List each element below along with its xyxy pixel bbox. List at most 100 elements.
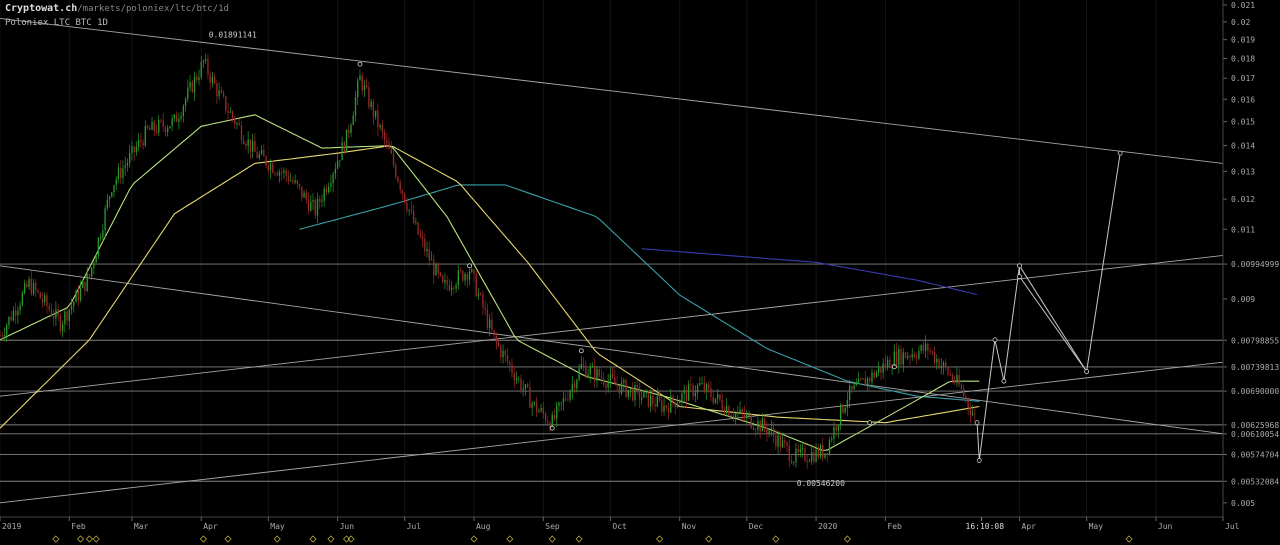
candle-body [927, 343, 929, 351]
event-marker [575, 535, 583, 543]
candle-body [869, 378, 871, 382]
brand-name[interactable]: Cryptowat.ch [5, 3, 78, 14]
candle-body [656, 396, 659, 407]
candle-body [902, 352, 904, 365]
candle [48, 302, 50, 313]
candle-body [790, 461, 793, 464]
candle-body [945, 362, 947, 368]
candle [173, 113, 176, 122]
candle [598, 367, 600, 379]
candle-body [30, 279, 32, 294]
candle-body [670, 395, 672, 413]
candle-body [956, 374, 958, 383]
candle-body [893, 351, 896, 368]
candle [611, 367, 614, 380]
candle [533, 401, 536, 407]
candle-body [218, 90, 220, 97]
candle-body [229, 111, 231, 113]
candle [491, 311, 493, 332]
candle [596, 365, 598, 388]
candle-body [500, 345, 502, 358]
candle [466, 272, 468, 288]
candle-body [730, 415, 732, 417]
candle-body [538, 410, 540, 413]
candle [111, 191, 113, 199]
candle [305, 188, 307, 205]
candle-body [851, 385, 853, 390]
candle-body [488, 319, 491, 328]
y-tick-label: 0.012 [1231, 195, 1255, 204]
candle-body [960, 384, 963, 389]
candle-body [871, 372, 873, 382]
candle-body [26, 283, 28, 287]
candle [962, 384, 965, 400]
projection-point [1017, 274, 1022, 279]
candle [240, 121, 243, 145]
candle [377, 103, 379, 136]
candle [37, 289, 39, 295]
candle [719, 393, 721, 403]
candle [699, 377, 701, 387]
candle-body [66, 311, 68, 321]
candle-body [696, 385, 699, 393]
candle [417, 221, 419, 236]
candle-body [629, 387, 632, 391]
candle-body [761, 418, 764, 432]
candle-body [801, 448, 804, 450]
candle-body [155, 130, 158, 133]
candle [538, 408, 540, 413]
candle-body [336, 160, 339, 169]
candle-body [99, 237, 102, 239]
candle-body [705, 384, 708, 392]
candle [703, 376, 705, 394]
candle [804, 442, 806, 463]
candle [945, 358, 947, 371]
candle [213, 73, 216, 85]
candle-body [17, 310, 19, 316]
candle-body [269, 163, 272, 171]
candle-body [853, 385, 855, 390]
candle [198, 69, 200, 86]
candle-body [544, 413, 547, 422]
candle [357, 77, 359, 105]
candle-body [962, 388, 965, 397]
candle-body [395, 165, 397, 178]
candle [444, 273, 446, 290]
projection-point [974, 420, 980, 426]
candle-body [354, 97, 357, 116]
candle [455, 282, 457, 293]
candle [844, 406, 846, 415]
candle [392, 149, 395, 169]
candle [605, 382, 607, 396]
candle [609, 366, 612, 389]
candle [108, 195, 111, 208]
candle-body [281, 171, 283, 173]
candle-body [146, 126, 149, 128]
x-tick-label: Apr [203, 522, 218, 531]
candle [520, 374, 522, 394]
candle-body [916, 356, 918, 359]
candle-body [142, 142, 144, 146]
candle [643, 391, 645, 398]
candle [793, 461, 795, 466]
candle [144, 120, 146, 147]
candle [734, 410, 737, 426]
candle [967, 397, 969, 416]
candle [846, 392, 849, 417]
candle-body [77, 291, 79, 301]
candle-body [547, 421, 549, 423]
y-tick-label: 0.00690000 [1231, 387, 1279, 396]
candle [64, 309, 66, 333]
candle-body [444, 280, 446, 283]
projection-path [974, 150, 1123, 463]
candle [940, 358, 942, 375]
candle [296, 179, 299, 189]
candle-body [276, 173, 278, 176]
candle-body [712, 396, 714, 403]
candle [236, 121, 238, 130]
candle-body [511, 364, 513, 374]
candle [578, 363, 580, 382]
candle [725, 397, 728, 416]
candle [209, 71, 211, 90]
